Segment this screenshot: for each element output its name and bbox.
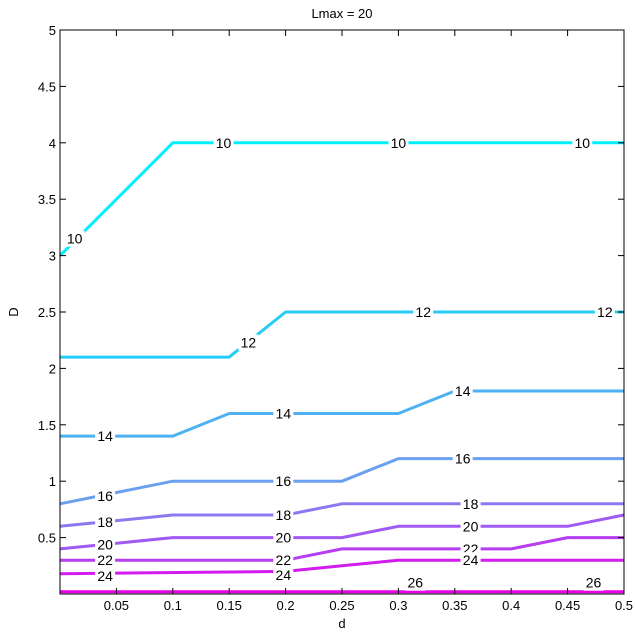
y-tick-label: 0.5 [38,531,56,546]
contour-label-12: 12 [241,334,257,350]
x-tick-label: 0.5 [615,598,633,613]
contour-label-20: 20 [97,536,113,552]
contour-label-18: 18 [276,507,292,523]
contour-line-20 [59,513,625,551]
contour-label-gap [213,134,234,151]
x-tick-label: 0.35 [442,598,467,613]
contour-label-gap [413,304,434,320]
contour-label-24: 24 [276,567,292,583]
y-tick-label: 3.5 [38,192,56,207]
y-tick-label: 3 [49,249,56,264]
y-axis-label: D [6,307,21,316]
chart-title: Lmax = 20 [311,6,372,21]
contour-label-gap [95,428,116,445]
contour-label-14: 14 [455,383,471,399]
contour-line-16 [59,457,624,506]
contour-label-gap [95,567,116,584]
contour-label-24: 24 [97,568,113,584]
contour-label-26: 26 [586,575,602,591]
y-axis-ticks: 0.5 1 1.5 2 2.5 3 3.5 4 4.5 5 [38,23,624,546]
x-tick-label: 0.3 [389,598,407,613]
contour-label-10: 10 [67,231,83,247]
x-tick-label: 0.2 [277,598,295,613]
x-axis-ticks: 0.05 0.1 0.15 0.2 0.25 0.3 0.35 0.4 0.45 0.5 [104,30,633,613]
contour-label-gap [273,566,294,583]
contour-label-16: 16 [455,451,471,467]
contour-label-gap [460,552,481,569]
contour-label-10: 10 [574,135,590,151]
contour-label-24: 24 [463,552,479,568]
contour-label-gap [460,495,481,512]
contour-label-22: 22 [97,552,113,568]
contour-label-gap [273,529,294,546]
contour-label-22: 22 [276,552,292,568]
y-tick-label: 1 [49,474,56,489]
contour-label-10: 10 [391,135,407,151]
x-tick-label: 0.15 [217,598,242,613]
contour-label-12: 12 [415,304,431,320]
contour-line-22 [60,536,624,562]
contour-label-gap [594,304,615,320]
contour-label-gap [95,536,116,553]
contour-label-16: 16 [97,488,113,504]
contour-label-gap [405,574,426,591]
contour-label-gap [273,405,294,422]
contour-label-gap [64,230,85,247]
contour-line-12 [60,310,624,359]
y-tick-label: 2 [49,361,56,376]
contour-label-14: 14 [276,406,292,422]
y-tick-label: 4.5 [38,79,56,94]
y-tick-label: 1.5 [38,418,56,433]
contour-label-26: 26 [408,575,424,591]
x-tick-label: 0.05 [104,598,129,613]
x-tick-label: 0.1 [164,598,182,613]
contour-label-gap [452,450,473,467]
contour-label-gap [273,473,294,490]
contour-label-gap [95,552,116,569]
x-tick-label: 0.4 [502,598,520,613]
contour-line-10 [58,141,624,257]
contour-label-gap [388,134,409,151]
contour-line-24 [59,558,624,576]
contour-label-gap [273,507,294,524]
contour-label-18: 18 [97,514,113,530]
contour-line-18 [59,502,624,528]
contour-label-20: 20 [276,530,292,546]
y-tick-label: 2.5 [38,305,56,320]
contour-label-gap [583,574,604,591]
contour-label-gap [95,513,116,530]
x-axis-label: d [338,616,345,631]
x-tick-label: 0.25 [329,598,354,613]
contour-label-12: 12 [597,304,613,320]
y-tick-label: 5 [49,23,56,38]
contour-label-20: 20 [463,518,479,534]
contour-line-14 [60,389,624,438]
y-tick-label: 4 [49,136,56,151]
contour-lines [58,141,625,594]
contour-label-gap [273,552,294,569]
contour-label-16: 16 [276,473,292,489]
contour-label-gap [572,134,593,151]
contour-label-gap [452,382,473,399]
contour-label-14: 14 [97,428,113,444]
contour-label-18: 18 [463,496,479,512]
x-tick-label: 0.45 [555,598,580,613]
contour-label-gap [238,334,259,351]
contour-label-10: 10 [216,135,232,151]
contour-label-gap [95,487,116,504]
contour-label-gap [460,518,481,535]
